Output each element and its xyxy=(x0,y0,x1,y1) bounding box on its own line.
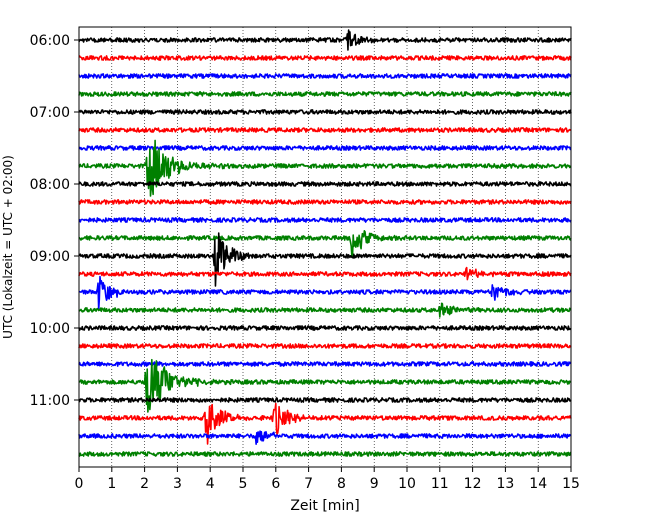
trace-5 xyxy=(78,127,572,133)
trace-19 xyxy=(78,358,572,413)
trace-7 xyxy=(78,139,572,197)
x-tick-label-9: 9 xyxy=(370,476,379,492)
x-tick-label-8: 8 xyxy=(337,476,346,492)
plot-frame xyxy=(78,26,572,468)
trace-20 xyxy=(78,397,572,403)
trace-0 xyxy=(78,29,572,51)
x-tick-label-12: 12 xyxy=(464,476,482,492)
x-tick-label-10: 10 xyxy=(398,476,416,492)
x-tick-label-11: 11 xyxy=(431,476,449,492)
trace-4 xyxy=(78,109,572,115)
trace-18 xyxy=(78,361,572,367)
grid-lines xyxy=(111,27,539,467)
trace-15 xyxy=(78,302,572,318)
y-tick-label-0: 06:00 xyxy=(30,33,70,49)
x-tick-label-7: 7 xyxy=(304,476,313,492)
x-tick-label-3: 3 xyxy=(173,476,182,492)
x-axis: 0 1 2 3 4 5 6 7 8 9 10 11 12 13 14 15 xyxy=(75,467,580,492)
x-tick-label-15: 15 xyxy=(562,476,580,492)
trace-23 xyxy=(78,451,572,457)
seismic-traces xyxy=(78,29,572,457)
x-axis-label: Zeit [min] xyxy=(290,498,359,514)
x-tick-label-13: 13 xyxy=(496,476,514,492)
trace-14 xyxy=(78,275,572,311)
x-tick-label-5: 5 xyxy=(239,476,248,492)
y-tick-label-3: 09:00 xyxy=(30,249,70,265)
x-tick-label-2: 2 xyxy=(140,476,149,492)
trace-11 xyxy=(78,230,572,258)
trace-6 xyxy=(78,145,572,151)
x-tick-label-0: 0 xyxy=(75,476,84,492)
trace-8 xyxy=(78,181,572,187)
y-tick-label-1: 07:00 xyxy=(30,105,70,121)
y-tick-label-4: 10:00 xyxy=(30,321,70,337)
trace-12 xyxy=(78,232,572,287)
x-tick-label-14: 14 xyxy=(529,476,547,492)
y-tick-label-2: 08:00 xyxy=(30,177,70,193)
trace-21 xyxy=(78,402,572,445)
y-tick-label-5: 11:00 xyxy=(30,393,70,409)
trace-17 xyxy=(78,343,572,349)
trace-9 xyxy=(78,199,572,205)
x-tick-label-6: 6 xyxy=(271,476,280,492)
y-axis: 06:00 07:00 08:00 09:00 10:00 11:00 xyxy=(30,33,79,409)
x-tick-label-4: 4 xyxy=(206,476,215,492)
x-tick-label-1: 1 xyxy=(107,476,116,492)
trace-1 xyxy=(78,55,572,61)
trace-22 xyxy=(78,430,572,445)
trace-10 xyxy=(78,217,572,223)
trace-2 xyxy=(78,73,572,79)
trace-3 xyxy=(78,91,572,97)
y-axis-label: UTC (Lokalzeit = UTC + 02:00) xyxy=(1,155,15,339)
trace-16 xyxy=(78,325,572,331)
trace-13 xyxy=(78,266,572,281)
